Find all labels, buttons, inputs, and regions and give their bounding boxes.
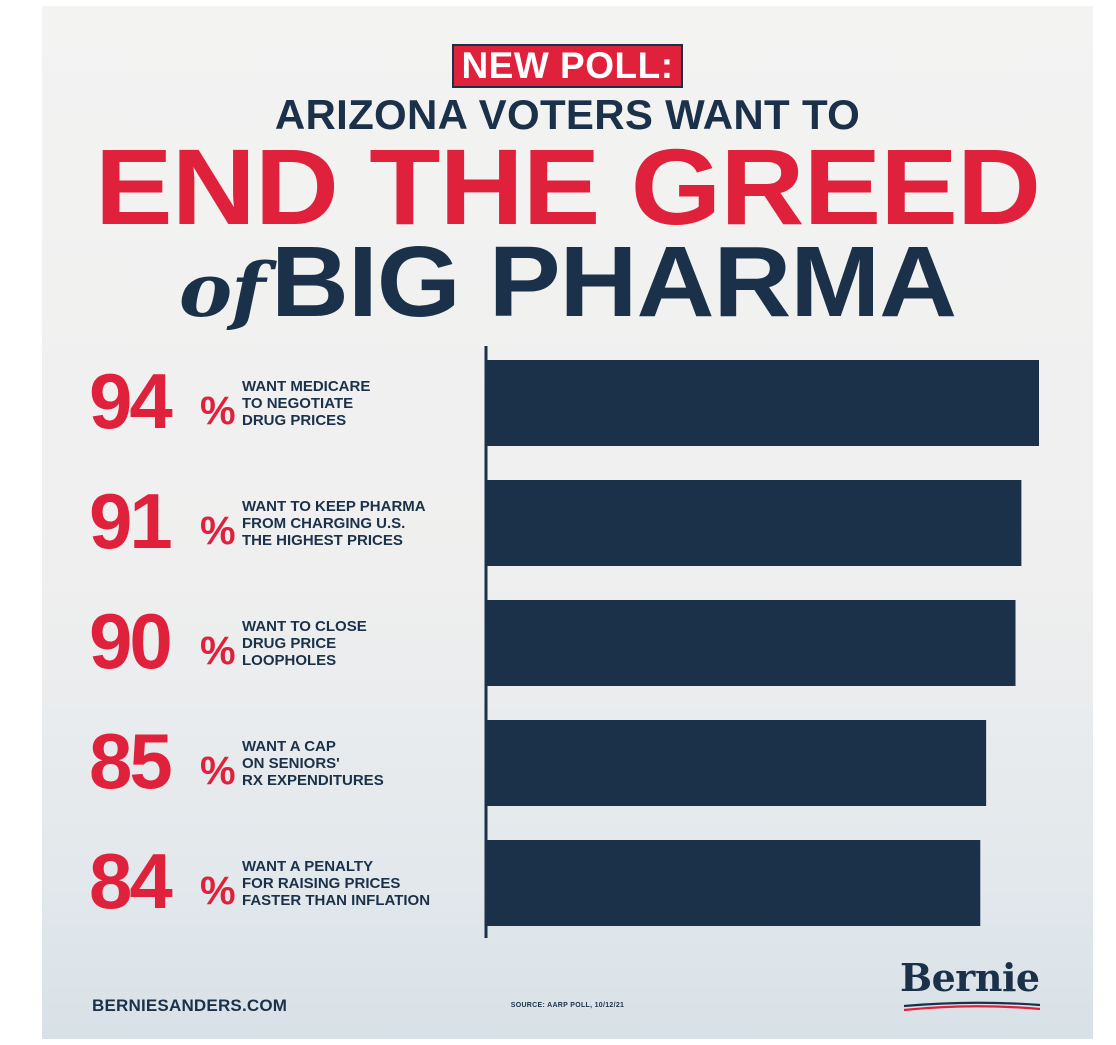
category-label-2-line-1: DRUG PRICE (242, 635, 336, 652)
category-label-0-line-0: WANT MEDICARE (242, 378, 370, 395)
headline-line1: END THE GREED (94, 126, 1041, 247)
percent-sign-0: % (200, 389, 236, 433)
headline-big-pharma: BIG PHARMA (270, 226, 957, 338)
category-label-4-line-2: FASTER THAN INFLATION (242, 892, 430, 909)
category-label-0-line-1: TO NEGOTIATE (242, 395, 353, 412)
category-label-1-line-2: THE HIGHEST PRICES (242, 532, 403, 549)
bar-2 (487, 600, 1016, 686)
percent-sign-1: % (200, 509, 236, 553)
value-label-1: 91 (89, 477, 171, 565)
category-label-4-line-0: WANT A PENALTY (242, 858, 373, 875)
website-url[interactable]: BERNIESANDERS.COM (92, 996, 288, 1015)
category-label-2-line-2: LOOPHOLES (242, 652, 336, 669)
logo-swoosh-icon (903, 1001, 1041, 1012)
bar-4 (487, 840, 981, 926)
value-label-2: 90 (89, 597, 170, 685)
category-label-2-line-0: WANT TO CLOSE (242, 618, 367, 635)
category-label-3-line-2: RX EXPENDITURES (242, 772, 384, 789)
category-label-1-line-0: WANT TO KEEP PHARMA (242, 498, 426, 515)
category-label-3-line-1: ON SENIORS' (242, 755, 340, 772)
percent-sign-2: % (200, 629, 236, 673)
bar-0 (487, 360, 1039, 446)
value-label-0: 94 (89, 357, 172, 445)
subtitle: ARIZONA VOTERS WANT TO (274, 91, 861, 138)
category-label-1-line-1: FROM CHARGING U.S. (242, 515, 405, 532)
category-label-4-line-1: FOR RAISING PRICES (242, 875, 400, 892)
badge-container: NEW POLL: (42, 44, 1093, 88)
bar-1 (487, 480, 1022, 566)
new-poll-badge: NEW POLL: (452, 44, 683, 88)
headline-line2: ofBIG PHARMA (42, 232, 1093, 341)
poll-graphic: NEW POLL: ARIZONA VOTERS WANT TO END THE… (42, 6, 1093, 1039)
percent-sign-4: % (200, 869, 236, 913)
source-note: SOURCE: AARP POLL, 10/12/21 (510, 1002, 625, 1009)
headline-of: of (178, 248, 266, 334)
bernie-logo: Bernie (900, 956, 1050, 1016)
bar-3 (487, 720, 987, 806)
category-label-0-line-2: DRUG PRICES (242, 412, 346, 429)
logo-text: Bernie (900, 955, 1040, 1000)
value-label-3: 85 (89, 717, 171, 805)
value-label-4: 84 (89, 837, 172, 925)
percent-sign-3: % (200, 749, 236, 793)
category-label-3-line-0: WANT A CAP (242, 738, 336, 755)
